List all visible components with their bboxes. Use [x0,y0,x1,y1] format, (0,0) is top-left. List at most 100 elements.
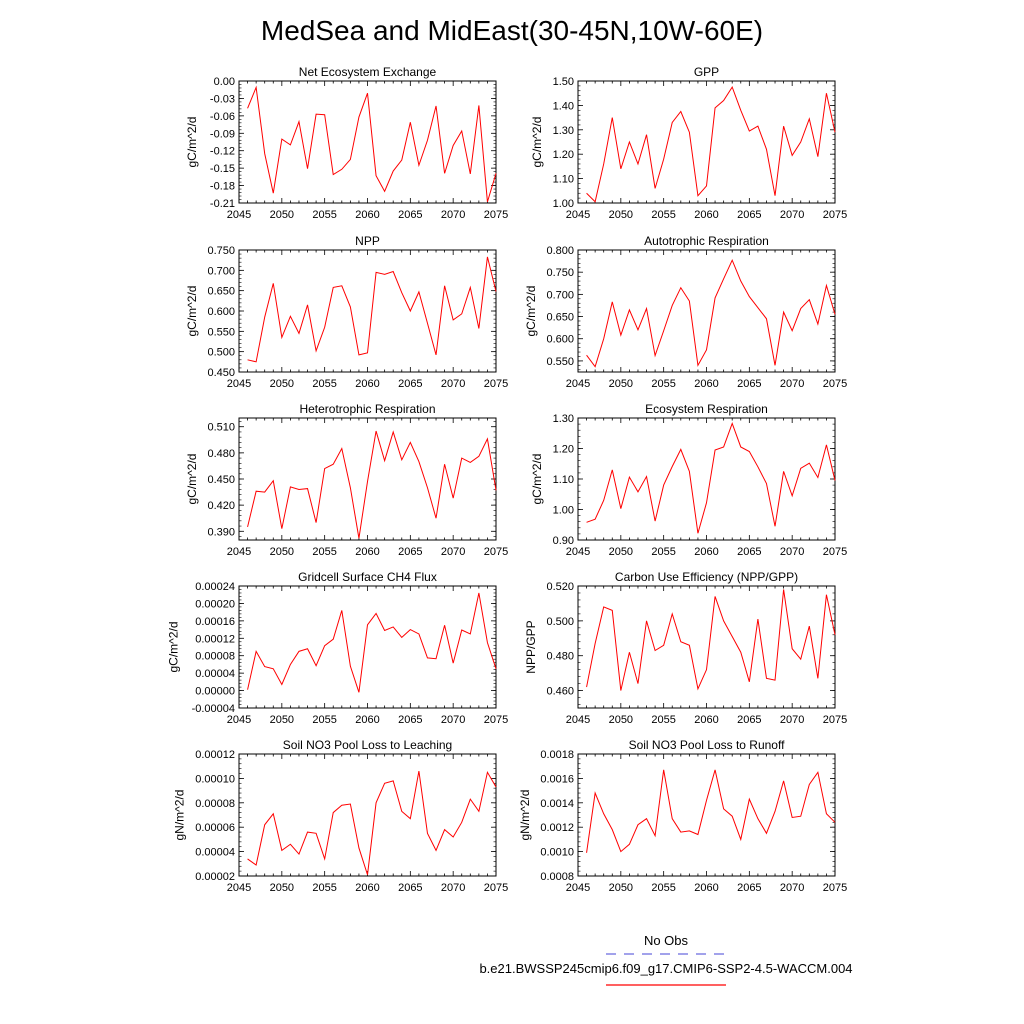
x-tick-label: 2065 [737,209,761,221]
x-tick-label: 2055 [312,546,336,558]
series-line [586,589,836,691]
x-tick-label: 2065 [737,714,761,726]
x-tick-label: 2065 [398,546,422,558]
y-axis-label: gC/m^2/d [185,454,199,505]
panel-title: Carbon Use Efficiency (NPP/GPP) [615,570,798,584]
x-tick-label: 2075 [484,378,508,390]
y-tick-label: -0.15 [210,163,235,175]
x-tick-label: 2045 [566,714,590,726]
x-tick-label: 2050 [270,209,294,221]
x-tick-label: 2045 [227,882,251,894]
y-tick-label: 0.750 [207,245,235,257]
y-tick-label: 0.0014 [540,798,574,810]
x-tick-label: 2050 [270,882,294,894]
y-axis-label: gC/m^2/d [185,286,199,337]
y-tick-label: -0.09 [210,128,235,140]
y-tick-label: 0.00020 [195,598,235,610]
x-tick-label: 2045 [566,882,590,894]
series-line [586,422,836,534]
series-line [586,85,836,203]
y-tick-label: 0.00000 [195,686,235,698]
y-tick-label: 0.420 [207,500,235,512]
x-tick-label: 2055 [312,714,336,726]
x-tick-label: 2045 [566,546,590,558]
y-tick-label: 0.00004 [195,847,235,859]
panel-title: Autotrophic Respiration [644,234,769,248]
y-tick-label: 0.600 [207,306,235,318]
y-tick-label: 1.40 [553,100,574,112]
panel-ecosystem-respiration: Ecosystem Respiration 2045 2050 2055 2060 206… [530,402,847,558]
y-tick-label: 0.0012 [540,822,574,834]
y-axis-label: gN/m^2/d [518,790,532,841]
x-tick-label: 2055 [312,378,336,390]
x-tick-label: 2045 [566,209,590,221]
x-tick-label: 2060 [355,714,379,726]
x-tick-label: 2050 [270,378,294,390]
y-tick-label: 0.00006 [195,822,235,834]
x-tick-label: 2075 [484,209,508,221]
y-axis-label: NPP/GPP [524,620,538,673]
y-tick-label: 0.700 [207,265,235,277]
series-line [247,592,497,693]
x-tick-label: 2075 [484,714,508,726]
y-tick-label: 1.30 [553,125,574,137]
figure-title: MedSea and MidEast(30-45N,10W-60E) [261,15,763,46]
panel-title: NPP [355,234,380,248]
panel-heterotrophic-respiration: Heterotrophic Respiration 2045 2050 2055 206… [185,402,508,558]
x-tick-label: 2075 [823,882,847,894]
y-axis-label: gC/m^2/d [185,117,199,168]
x-tick-label: 2045 [227,546,251,558]
x-tick-label: 2070 [441,209,465,221]
panel-title: Gridcell Surface CH4 Flux [298,570,437,584]
y-tick-label: 0.700 [546,289,574,301]
x-tick-label: 2065 [398,882,422,894]
y-axis-label: gC/m^2/d [524,286,538,337]
series-line [247,256,497,363]
x-tick-label: 2050 [609,546,633,558]
x-tick-label: 2065 [737,378,761,390]
y-tick-label: 0.390 [207,526,235,538]
x-tick-label: 2075 [823,714,847,726]
x-tick-label: 2070 [441,882,465,894]
y-tick-label: 0.800 [546,245,574,257]
legend-label-no-obs: No Obs [644,933,689,948]
x-tick-label: 2055 [651,714,675,726]
x-tick-label: 2060 [694,882,718,894]
x-tick-label: 2055 [651,882,675,894]
x-tick-label: 2060 [694,714,718,726]
x-tick-label: 2050 [270,714,294,726]
y-tick-label: 0.00002 [195,871,235,883]
x-tick-label: 2070 [441,546,465,558]
series-line [247,85,497,202]
plot-frame [577,753,836,877]
y-tick-label: 0.520 [546,581,574,593]
y-tick-label: 1.50 [553,76,574,88]
x-tick-label: 2065 [737,546,761,558]
y-axis-label: gC/m^2/d [166,622,180,673]
x-tick-label: 2070 [441,714,465,726]
y-tick-label: -0.00004 [192,703,235,715]
x-tick-label: 2070 [780,378,804,390]
y-axis-label: gC/m^2/d [530,117,544,168]
x-tick-label: 2070 [780,209,804,221]
series-line [247,430,497,539]
panel-title: Soil NO3 Pool Loss to Leaching [283,738,452,752]
x-tick-label: 2055 [312,882,336,894]
panel-title: Net Ecosystem Exchange [299,65,437,79]
y-tick-label: 0.550 [207,326,235,338]
y-tick-label: 0.0008 [540,871,574,883]
x-tick-label: 2065 [398,378,422,390]
y-tick-label: 0.00012 [195,633,235,645]
x-tick-label: 2065 [398,714,422,726]
y-tick-label: 0.00 [214,76,235,88]
y-tick-label: 0.00008 [195,798,235,810]
y-tick-label: 0.00004 [195,668,235,680]
x-tick-label: 2060 [694,378,718,390]
y-tick-label: -0.21 [210,198,235,210]
y-tick-label: 0.450 [207,474,235,486]
y-tick-label: 1.30 [553,413,574,425]
plot-frame [577,249,836,373]
x-tick-label: 2070 [441,378,465,390]
panel-title: Soil NO3 Pool Loss to Runoff [629,738,786,752]
x-tick-label: 2060 [355,546,379,558]
